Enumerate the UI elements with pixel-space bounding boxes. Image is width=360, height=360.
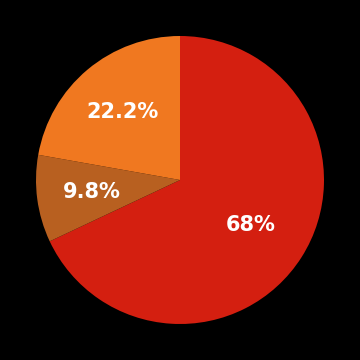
Wedge shape bbox=[36, 155, 180, 241]
Text: 22.2%: 22.2% bbox=[86, 102, 159, 122]
Text: 9.8%: 9.8% bbox=[63, 182, 121, 202]
Text: 68%: 68% bbox=[226, 215, 275, 235]
Wedge shape bbox=[50, 36, 324, 324]
Wedge shape bbox=[38, 36, 180, 180]
